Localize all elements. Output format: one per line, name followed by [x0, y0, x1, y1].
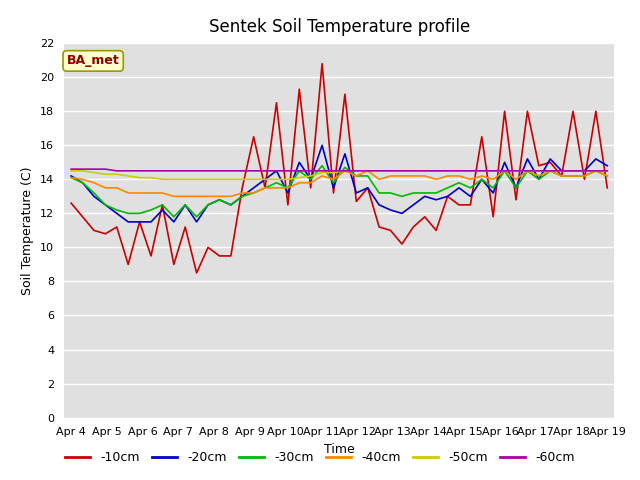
Y-axis label: Soil Temperature (C): Soil Temperature (C): [22, 166, 35, 295]
X-axis label: Time: Time: [324, 443, 355, 456]
Legend: -10cm, -20cm, -30cm, -40cm, -50cm, -60cm: -10cm, -20cm, -30cm, -40cm, -50cm, -60cm: [60, 446, 580, 469]
Text: BA_met: BA_met: [67, 54, 120, 67]
Title: Sentek Soil Temperature profile: Sentek Soil Temperature profile: [209, 18, 470, 36]
